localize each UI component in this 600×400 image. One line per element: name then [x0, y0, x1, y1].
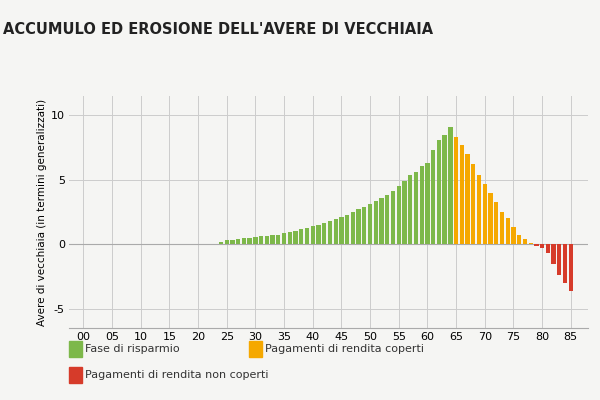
- Bar: [322, 223, 326, 244]
- Bar: [236, 239, 241, 244]
- Bar: [500, 212, 504, 244]
- Bar: [368, 204, 372, 244]
- Bar: [523, 239, 527, 244]
- Bar: [265, 236, 269, 244]
- Bar: [305, 228, 309, 244]
- Bar: [546, 244, 550, 253]
- Bar: [219, 242, 223, 244]
- Bar: [242, 238, 246, 244]
- Bar: [403, 181, 407, 244]
- Bar: [374, 201, 378, 244]
- Bar: [362, 207, 367, 244]
- Bar: [442, 135, 447, 244]
- Bar: [379, 198, 383, 244]
- Text: ACCUMULO ED EROSIONE DELL'AVERE DI VECCHIAIA: ACCUMULO ED EROSIONE DELL'AVERE DI VECCH…: [3, 22, 433, 37]
- Bar: [431, 150, 436, 244]
- Bar: [224, 240, 229, 244]
- Bar: [311, 226, 315, 244]
- Bar: [345, 214, 349, 244]
- Text: Pagamenti di rendita non coperti: Pagamenti di rendita non coperti: [85, 370, 269, 380]
- Bar: [419, 166, 424, 244]
- Bar: [385, 195, 389, 244]
- Bar: [259, 236, 263, 244]
- Bar: [293, 231, 298, 244]
- Bar: [460, 145, 464, 244]
- Bar: [557, 244, 562, 275]
- Bar: [437, 140, 441, 244]
- Bar: [506, 218, 510, 244]
- Bar: [356, 210, 361, 244]
- Bar: [397, 186, 401, 244]
- Bar: [391, 191, 395, 244]
- Bar: [494, 202, 499, 244]
- Bar: [563, 244, 567, 283]
- Bar: [271, 235, 275, 244]
- Bar: [425, 163, 430, 244]
- Bar: [334, 219, 338, 244]
- Bar: [551, 244, 556, 264]
- Bar: [247, 238, 252, 244]
- Bar: [471, 164, 475, 244]
- Bar: [466, 154, 470, 244]
- Bar: [448, 127, 452, 244]
- Bar: [328, 221, 332, 244]
- Bar: [477, 175, 481, 244]
- Bar: [282, 233, 286, 244]
- Bar: [534, 244, 539, 246]
- Bar: [276, 234, 280, 244]
- Bar: [408, 175, 412, 244]
- Text: Fase di risparmio: Fase di risparmio: [85, 344, 180, 354]
- Bar: [540, 244, 544, 248]
- Bar: [454, 137, 458, 244]
- Bar: [230, 240, 235, 244]
- Bar: [511, 228, 515, 244]
- Text: Pagamenti di rendita coperti: Pagamenti di rendita coperti: [265, 344, 424, 354]
- Bar: [569, 244, 573, 291]
- Bar: [414, 172, 418, 244]
- Bar: [316, 225, 320, 244]
- Bar: [287, 232, 292, 244]
- Bar: [253, 237, 257, 244]
- Bar: [529, 243, 533, 244]
- Bar: [339, 217, 344, 244]
- Bar: [299, 230, 304, 244]
- Bar: [488, 193, 493, 244]
- Bar: [482, 184, 487, 244]
- Bar: [351, 212, 355, 244]
- Y-axis label: Avere di vecchiaia (in termini generalizzati): Avere di vecchiaia (in termini generaliz…: [37, 98, 47, 326]
- Bar: [517, 235, 521, 244]
